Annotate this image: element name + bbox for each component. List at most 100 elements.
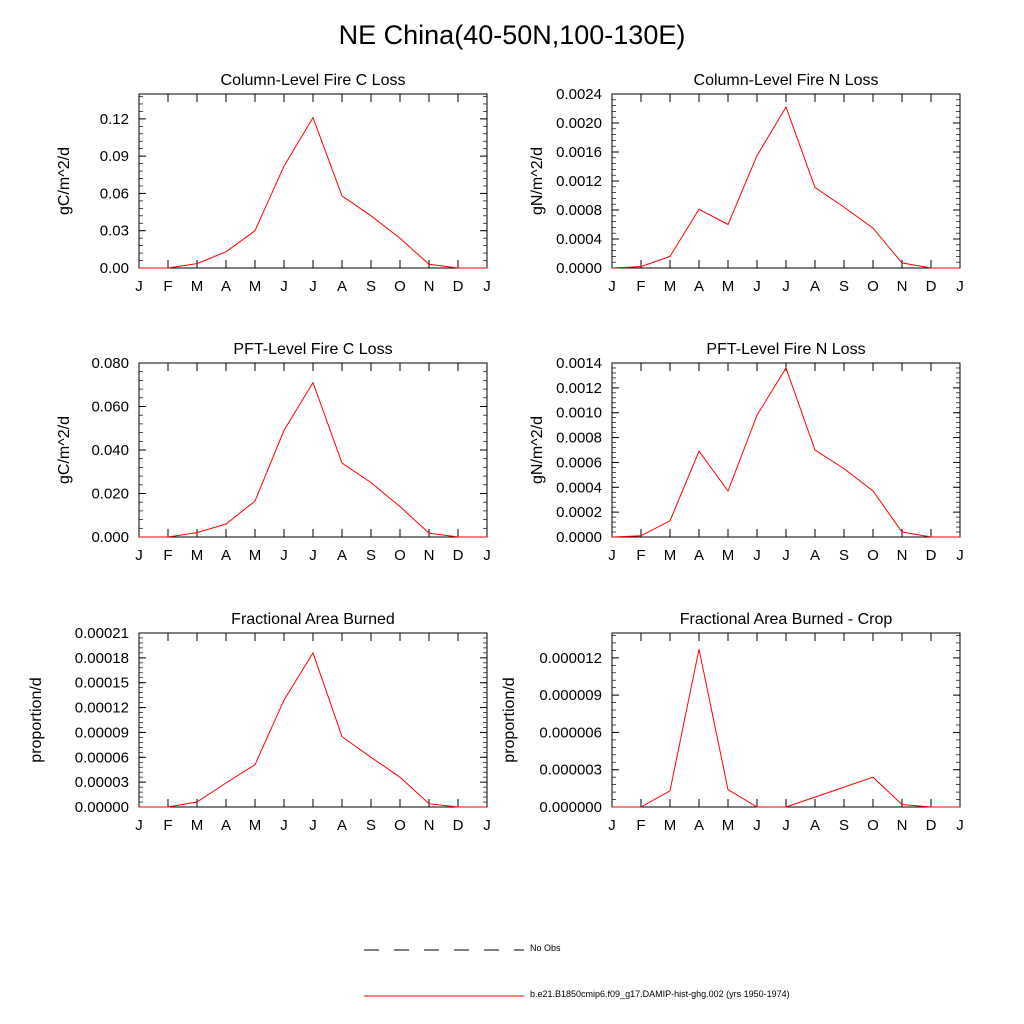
x-tick-label: N [897, 817, 908, 834]
x-tick-label: F [163, 817, 172, 834]
x-tick-label: N [424, 278, 435, 295]
y-axis-label: gN/m^2/d [529, 416, 546, 484]
legend-model: b.e21.B1850cmip6.f09_g17.DAMIP-hist-ghg.… [364, 988, 964, 1004]
x-tick-label: A [810, 817, 820, 834]
series-line [139, 381, 487, 538]
x-tick-label: J [956, 547, 964, 564]
x-tick-label: M [249, 278, 262, 295]
x-tick-label: J [135, 278, 143, 295]
x-tick-label: D [926, 547, 937, 564]
x-tick-label: M [191, 547, 204, 564]
x-tick-label: O [867, 547, 879, 564]
x-tick-label: J [280, 817, 288, 834]
x-tick-label: J [309, 547, 317, 564]
x-tick-label: O [867, 817, 879, 834]
y-tick-label: 0.0004 [556, 231, 602, 248]
x-tick-label: A [221, 547, 231, 564]
y-tick-label: 0.0000 [556, 260, 602, 277]
x-tick-label: J [782, 278, 790, 295]
x-tick-label: O [867, 278, 879, 295]
legend-model-swatch [364, 995, 524, 997]
x-tick-label: A [221, 817, 231, 834]
x-tick-label: J [753, 817, 761, 834]
x-tick-label: D [453, 817, 464, 834]
y-tick-label: 0.0008 [556, 430, 602, 447]
y-tick-label: 0.000000 [539, 799, 602, 816]
y-tick-label: 0.0012 [556, 380, 602, 397]
x-tick-label: N [897, 278, 908, 295]
chart-title: PFT-Level Fire C Loss [233, 341, 392, 358]
x-tick-label: A [694, 547, 704, 564]
page-title: NE China(40-50N,100-130E) [338, 20, 686, 50]
y-tick-label: 0.00 [100, 260, 129, 277]
x-tick-label: F [636, 547, 645, 564]
chart-panel: Fractional Area Burned - Crop proportion/… [501, 611, 964, 834]
x-tick-label: J [135, 547, 143, 564]
x-tick-label: J [483, 817, 491, 834]
y-tick-label: 0.0010 [556, 405, 602, 422]
x-tick-label: F [163, 547, 172, 564]
x-tick-label: M [249, 817, 262, 834]
y-tick-label: 0.00006 [75, 749, 129, 766]
x-tick-label: J [782, 817, 790, 834]
x-tick-label: M [664, 278, 677, 295]
x-tick-label: M [191, 817, 204, 834]
x-tick-label: O [394, 547, 406, 564]
y-tick-label: 0.12 [100, 111, 129, 128]
plot-frame [611, 93, 961, 269]
x-tick-label: M [722, 547, 735, 564]
y-axis-label: proportion/d [28, 677, 45, 762]
y-tick-label: 0.0000 [556, 529, 602, 546]
x-tick-label: A [694, 278, 704, 295]
x-tick-label: F [163, 278, 172, 295]
y-tick-label: 0.020 [91, 486, 129, 503]
x-tick-label: M [664, 817, 677, 834]
chart-title: Column-Level Fire N Loss [694, 72, 879, 89]
y-axis-label: gC/m^2/d [56, 147, 73, 215]
y-tick-label: 0.0004 [556, 479, 602, 496]
x-tick-label: A [337, 278, 347, 295]
x-tick-label: M [722, 278, 735, 295]
series-line [611, 366, 960, 538]
x-tick-label: F [636, 278, 645, 295]
y-tick-label: 0.0002 [556, 504, 602, 521]
x-tick-label: S [366, 817, 376, 834]
plot-frame [138, 93, 488, 269]
x-tick-label: J [782, 547, 790, 564]
y-tick-label: 0.040 [91, 442, 129, 459]
x-tick-label: D [926, 278, 937, 295]
plot-frame [611, 632, 961, 808]
x-tick-label: O [394, 278, 406, 295]
chart-title: PFT-Level Fire N Loss [706, 341, 865, 358]
x-tick-label: J [280, 278, 288, 295]
y-tick-label: 0.080 [91, 355, 129, 372]
plot-frame [138, 632, 488, 808]
legend-obs-label: No Obs [530, 943, 561, 953]
x-tick-label: A [221, 278, 231, 295]
x-tick-label: M [664, 547, 677, 564]
x-tick-label: J [753, 547, 761, 564]
legend-obs-swatch [364, 949, 524, 951]
y-tick-label: 0.09 [100, 148, 129, 165]
chart-title: Fractional Area Burned [231, 611, 395, 628]
x-tick-label: A [810, 278, 820, 295]
x-tick-label: J [608, 547, 616, 564]
y-tick-label: 0.060 [91, 399, 129, 416]
x-tick-label: A [337, 817, 347, 834]
x-tick-label: O [394, 817, 406, 834]
y-tick-label: 0.06 [100, 185, 129, 202]
x-tick-label: J [483, 278, 491, 295]
y-tick-label: 0.0014 [556, 355, 602, 372]
y-axis-label: gC/m^2/d [56, 416, 73, 484]
x-tick-label: M [722, 817, 735, 834]
x-tick-label: J [309, 817, 317, 834]
x-tick-label: S [366, 278, 376, 295]
legend-model-label: b.e21.B1850cmip6.f09_g17.DAMIP-hist-ghg.… [530, 989, 790, 999]
chart-title: Column-Level Fire C Loss [221, 72, 406, 89]
series-line [139, 116, 487, 269]
x-tick-label: N [897, 547, 908, 564]
